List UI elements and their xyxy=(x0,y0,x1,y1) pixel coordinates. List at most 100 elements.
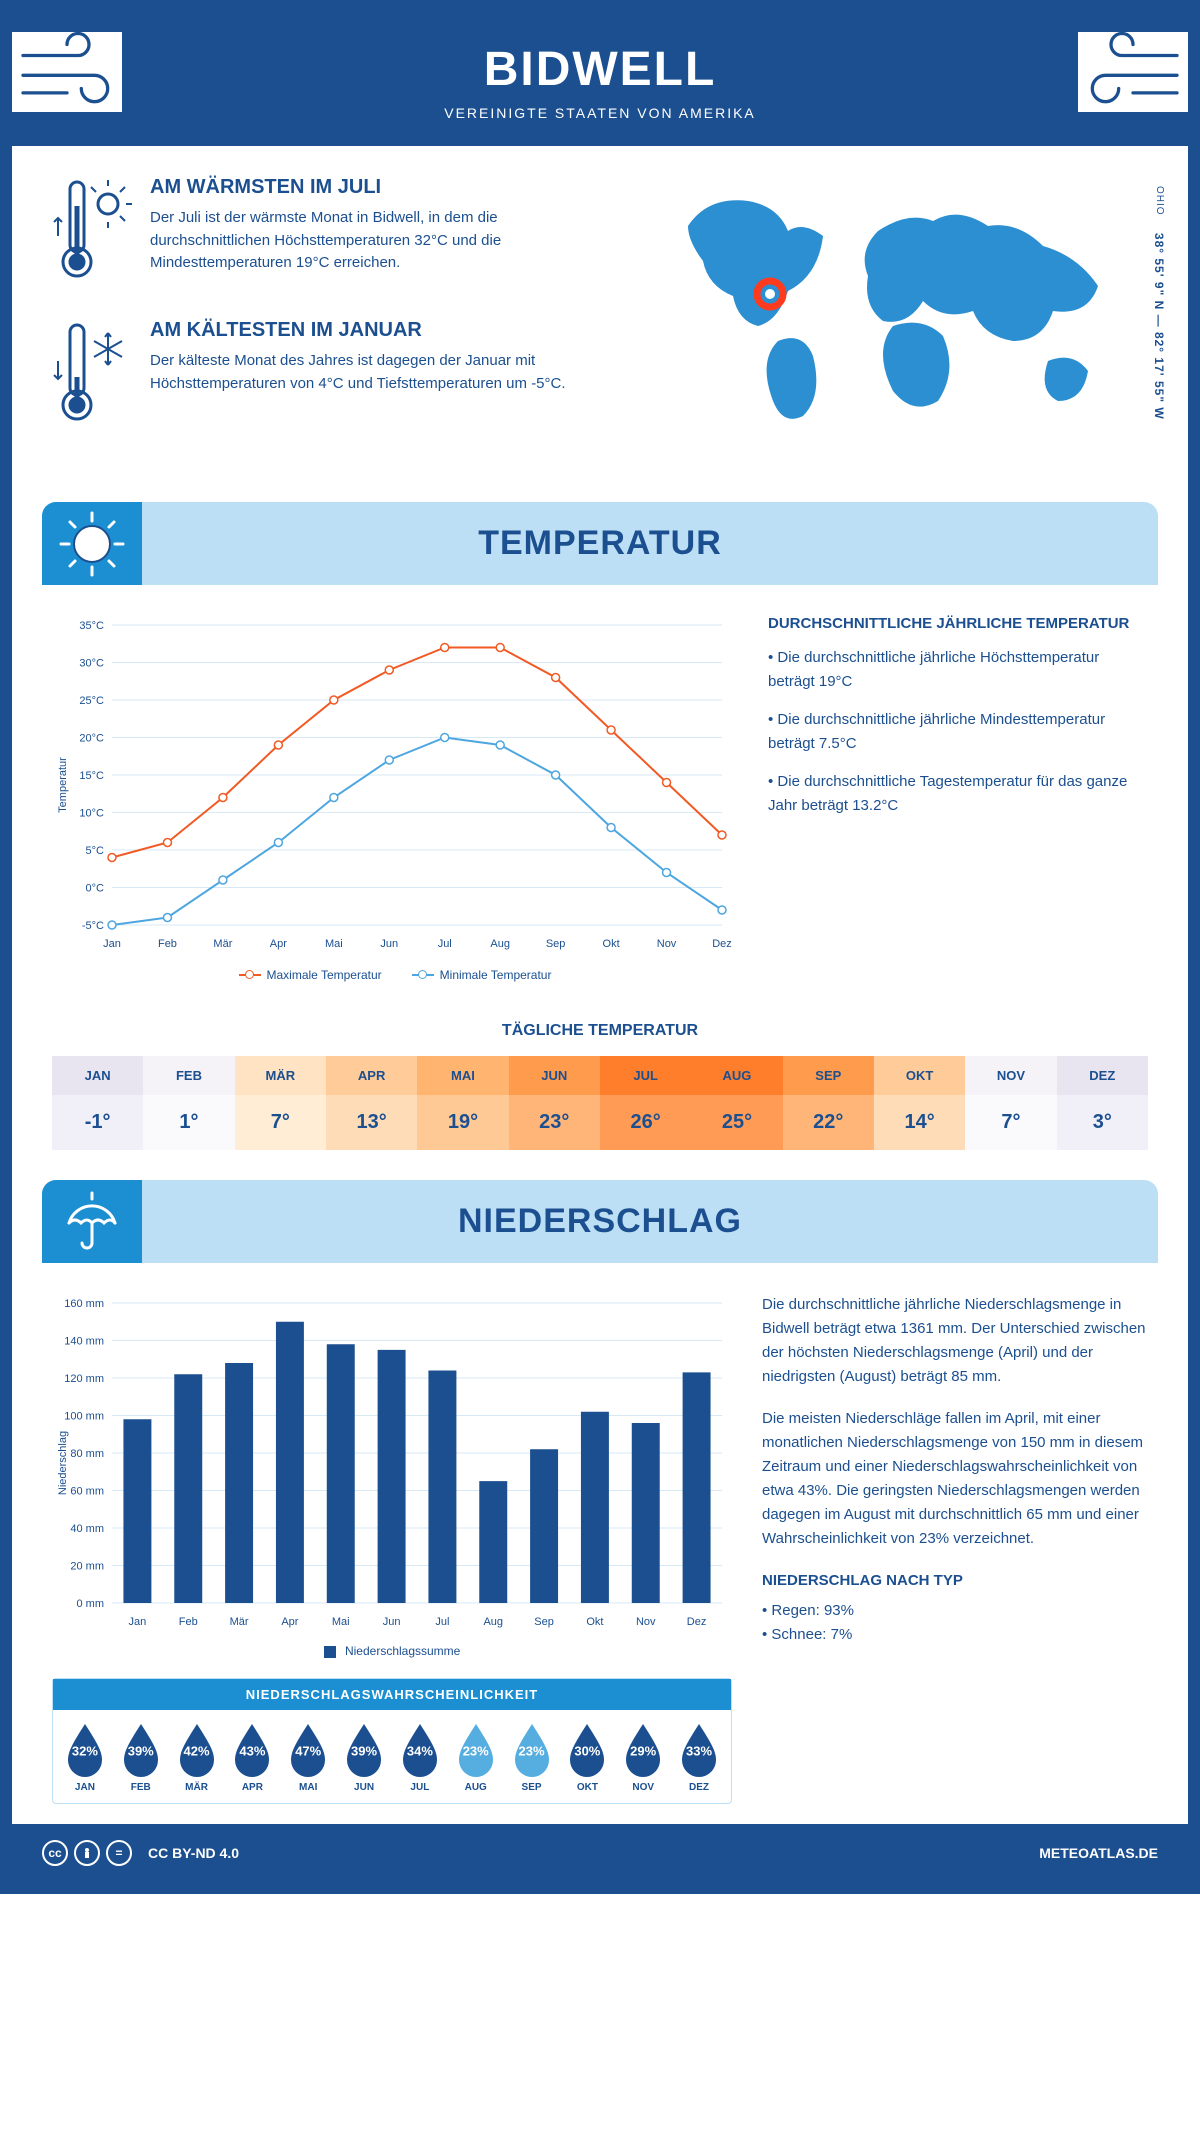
precipitation-chart: 0 mm20 mm40 mm60 mm80 mm100 mm120 mm140 … xyxy=(52,1293,732,1633)
temp-legend: Maximale Temperatur Minimale Temperatur xyxy=(52,968,738,982)
daily-temp-cell: OKT14° xyxy=(874,1056,965,1150)
svg-text:Okt: Okt xyxy=(603,938,620,950)
umbrella-icon xyxy=(42,1180,142,1263)
svg-text:20°C: 20°C xyxy=(79,733,104,745)
probability-heading: NIEDERSCHLAGSWAHRSCHEINLICHKEIT xyxy=(53,1679,731,1710)
svg-text:120 mm: 120 mm xyxy=(64,1373,104,1385)
daily-temp-cell: MAI19° xyxy=(417,1056,508,1150)
temperature-info: DURCHSCHNITTLICHE JÄHRLICHE TEMPERATUR •… xyxy=(768,615,1148,982)
wind-icon-left xyxy=(12,32,122,112)
svg-text:0°C: 0°C xyxy=(86,883,105,895)
precip-legend: Niederschlagssumme xyxy=(52,1644,732,1658)
svg-text:60 mm: 60 mm xyxy=(70,1486,104,1498)
precip-type-heading: NIEDERSCHLAG NACH TYP xyxy=(762,1569,1148,1593)
svg-text:140 mm: 140 mm xyxy=(64,1336,104,1348)
coordinates: OHIO 38° 55' 9" N — 82° 17' 55" W xyxy=(1152,186,1166,420)
precip-legend-label: Niederschlagssumme xyxy=(345,1644,460,1658)
svg-text:Sep: Sep xyxy=(534,1616,554,1628)
svg-text:Apr: Apr xyxy=(281,1616,298,1628)
license-block: cc = CC BY-ND 4.0 xyxy=(42,1840,239,1866)
daily-temp-cell: SEP22° xyxy=(783,1056,874,1150)
probability-cell: 39%FEB xyxy=(113,1720,169,1793)
temp-info-heading: DURCHSCHNITTLICHE JÄHRLICHE TEMPERATUR xyxy=(768,615,1148,632)
temperature-chart: -5°C0°C5°C10°C15°C20°C25°C30°C35°CJanFeb… xyxy=(52,615,738,982)
probability-cell: 32%JAN xyxy=(57,1720,113,1793)
svg-text:35°C: 35°C xyxy=(79,620,104,632)
svg-text:25°C: 25°C xyxy=(79,695,104,707)
svg-text:160 mm: 160 mm xyxy=(64,1298,104,1310)
coldest-block: AM KÄLTESTEN IM JANUAR Der kälteste Mona… xyxy=(52,319,618,434)
precip-rain: • Regen: 93% xyxy=(762,1599,1148,1623)
warmest-title: AM WÄRMSTEN IM JULI xyxy=(150,176,618,199)
temp-info-b3: • Die durchschnittliche Tagestemperatur … xyxy=(768,770,1148,818)
svg-text:10°C: 10°C xyxy=(79,808,104,820)
svg-text:100 mm: 100 mm xyxy=(64,1411,104,1423)
wind-icon-right xyxy=(1078,32,1188,112)
precipitation-heading: NIEDERSCHLAG xyxy=(42,1202,1158,1241)
probability-cell: 30%OKT xyxy=(559,1720,615,1793)
svg-text:Dez: Dez xyxy=(712,938,732,950)
daily-temp-cell: NOV7° xyxy=(965,1056,1056,1150)
temperature-area: -5°C0°C5°C10°C15°C20°C25°C30°C35°CJanFeb… xyxy=(12,585,1188,1012)
svg-text:Feb: Feb xyxy=(158,938,177,950)
thermometer-hot-icon xyxy=(52,176,132,291)
svg-text:Sep: Sep xyxy=(546,938,566,950)
svg-text:Apr: Apr xyxy=(270,938,287,950)
warmest-block: AM WÄRMSTEN IM JULI Der Juli ist der wär… xyxy=(52,176,618,291)
precip-left: 0 mm20 mm40 mm60 mm80 mm100 mm120 mm140 … xyxy=(52,1293,732,1804)
svg-text:Jul: Jul xyxy=(438,938,452,950)
coldest-text: AM KÄLTESTEN IM JANUAR Der kälteste Mona… xyxy=(150,319,618,434)
svg-text:15°C: 15°C xyxy=(79,770,104,782)
daily-temp-cell: JUN23° xyxy=(509,1056,600,1150)
footer: cc = CC BY-ND 4.0 METEOATLAS.DE xyxy=(12,1824,1188,1882)
daily-temp-cell: MÄR7° xyxy=(235,1056,326,1150)
page-title: BIDWELL xyxy=(12,42,1188,97)
cc-icon: cc xyxy=(42,1840,68,1866)
svg-text:Nov: Nov xyxy=(657,938,677,950)
daily-temp-cell: APR13° xyxy=(326,1056,417,1150)
svg-text:40 mm: 40 mm xyxy=(70,1523,104,1535)
svg-text:Dez: Dez xyxy=(687,1616,707,1628)
probability-cell: 34%JUL xyxy=(392,1720,448,1793)
site-name: METEOATLAS.DE xyxy=(1039,1845,1158,1861)
temperature-heading: TEMPERATUR xyxy=(42,524,1158,563)
svg-text:Jan: Jan xyxy=(129,1616,147,1628)
map-area: OHIO 38° 55' 9" N — 82° 17' 55" W xyxy=(648,176,1148,462)
probability-cell: 47%MAI xyxy=(280,1720,336,1793)
thermometer-cold-icon xyxy=(52,319,132,434)
svg-text:Jan: Jan xyxy=(103,938,121,950)
svg-text:Niederschlag: Niederschlag xyxy=(57,1431,69,1495)
precip-text: Die durchschnittliche jährliche Niedersc… xyxy=(762,1293,1148,1804)
probability-box: NIEDERSCHLAGSWAHRSCHEINLICHKEIT 32%JAN39… xyxy=(52,1678,732,1804)
precipitation-banner: NIEDERSCHLAG xyxy=(42,1180,1158,1263)
probability-cell: 29%NOV xyxy=(615,1720,671,1793)
legend-min: Minimale Temperatur xyxy=(412,968,552,982)
daily-temp-cell: AUG25° xyxy=(691,1056,782,1150)
svg-text:0 mm: 0 mm xyxy=(77,1598,105,1610)
intro-section: AM WÄRMSTEN IM JULI Der Juli ist der wär… xyxy=(12,146,1188,492)
svg-text:Feb: Feb xyxy=(179,1616,198,1628)
legend-max: Maximale Temperatur xyxy=(239,968,382,982)
infographic-page: BIDWELL VEREINIGTE STAATEN VON AMERIKA A… xyxy=(0,0,1200,1894)
warmest-body: Der Juli ist der wärmste Monat in Bidwel… xyxy=(150,207,618,275)
intro-left: AM WÄRMSTEN IM JULI Der Juli ist der wär… xyxy=(52,176,618,462)
daily-temp-cell: JUL26° xyxy=(600,1056,691,1150)
temp-info-b2: • Die durchschnittliche jährliche Mindes… xyxy=(768,708,1148,756)
svg-text:Nov: Nov xyxy=(636,1616,656,1628)
probability-cell: 33%DEZ xyxy=(671,1720,727,1793)
svg-text:Jun: Jun xyxy=(380,938,398,950)
svg-text:Jun: Jun xyxy=(383,1616,401,1628)
warmest-text: AM WÄRMSTEN IM JULI Der Juli ist der wär… xyxy=(150,176,618,291)
precip-snow: • Schnee: 7% xyxy=(762,1623,1148,1647)
coldest-title: AM KÄLTESTEN IM JANUAR xyxy=(150,319,618,342)
svg-text:Okt: Okt xyxy=(586,1616,603,1628)
precip-p1: Die durchschnittliche jährliche Niedersc… xyxy=(762,1293,1148,1389)
svg-text:Jul: Jul xyxy=(435,1616,449,1628)
precip-legend-swatch xyxy=(324,1646,336,1658)
probability-cell: 43%APR xyxy=(224,1720,280,1793)
svg-text:30°C: 30°C xyxy=(79,658,104,670)
legend-min-label: Minimale Temperatur xyxy=(440,968,552,982)
temp-info-b1: • Die durchschnittliche jährliche Höchst… xyxy=(768,646,1148,694)
legend-max-label: Maximale Temperatur xyxy=(267,968,382,982)
license-text: CC BY-ND 4.0 xyxy=(148,1845,239,1861)
